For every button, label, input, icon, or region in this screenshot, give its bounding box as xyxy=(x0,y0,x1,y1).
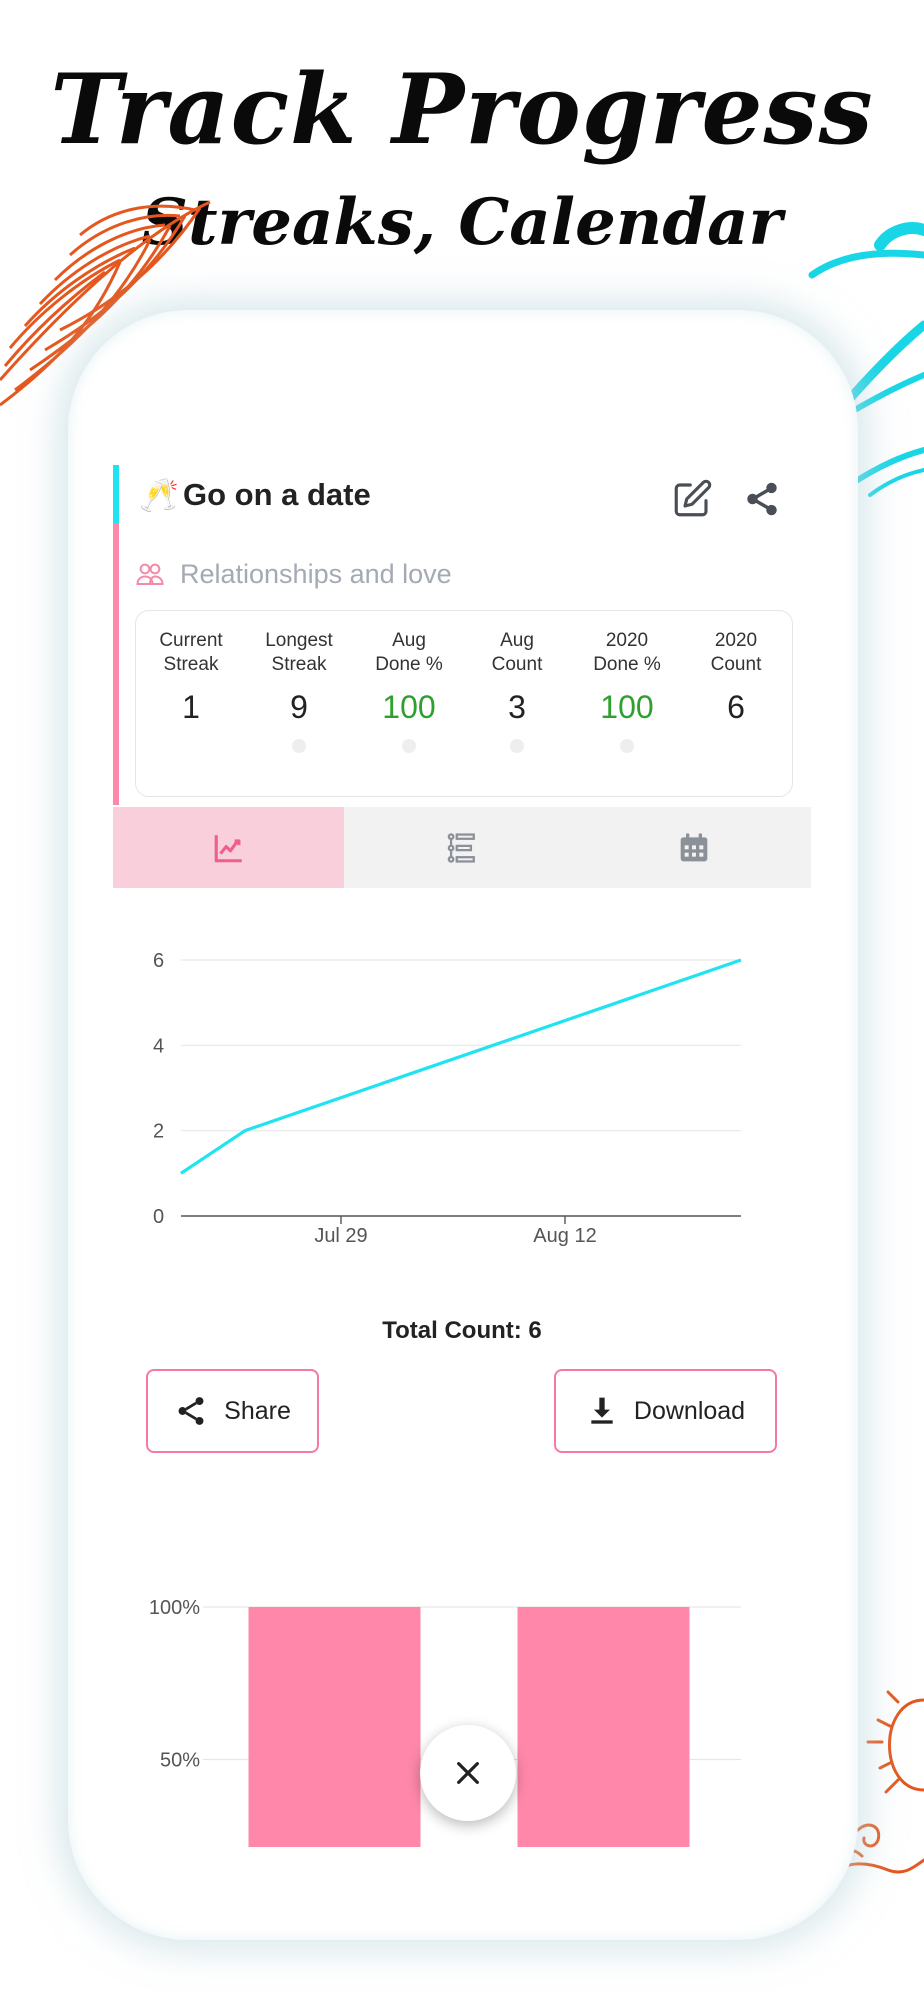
stat-value: 100 xyxy=(382,689,436,725)
share-icon xyxy=(178,1397,204,1425)
stat-label-line2: Done % xyxy=(375,654,443,675)
stat-year-count: 2020 Count 6 xyxy=(681,629,791,727)
trophy-icon xyxy=(402,739,416,753)
close-icon xyxy=(457,1762,479,1784)
y-tick-label: 50% xyxy=(160,1750,200,1772)
stat-longest-streak: Longest Streak 9 xyxy=(244,629,354,753)
stat-label-line2: Streak xyxy=(271,654,327,675)
download-button[interactable]: Download xyxy=(554,1369,777,1453)
promo-subtitle: Streaks, Calendar xyxy=(141,185,783,260)
series-line xyxy=(180,958,742,1175)
tab-timeline[interactable] xyxy=(344,807,577,888)
stat-label-line1: Longest xyxy=(265,630,333,651)
category-accent-bar xyxy=(113,523,119,805)
stat-label-line1: Aug xyxy=(500,630,534,651)
people-icon xyxy=(136,563,164,585)
stat-value: 3 xyxy=(508,689,526,725)
bar xyxy=(248,1607,421,1847)
habit-title: Go on a date xyxy=(183,477,371,512)
view-tabs xyxy=(113,807,811,888)
y-tick-label: 4 xyxy=(153,1035,164,1057)
y-tick-label: 100% xyxy=(149,1597,200,1619)
habit-header: 🥂 Go on a date Relationships and love xyxy=(113,455,811,589)
habit-detail-screen[interactable]: 🥂 Go on a date Relationships and love Cu… xyxy=(113,455,811,1847)
done-percent-chart: 100% 50% xyxy=(149,1597,741,1847)
tab-calendar[interactable] xyxy=(577,807,811,888)
share-icon-button[interactable] xyxy=(738,475,786,523)
close-fab[interactable] xyxy=(420,1725,516,1821)
share-button-label: Share xyxy=(224,1396,291,1425)
cup-icon xyxy=(620,739,634,753)
share-button[interactable]: Share xyxy=(146,1369,319,1453)
total-count-label: Total Count: 6 xyxy=(382,1317,542,1344)
promo-headline: Track Progress Streaks, Calendar xyxy=(0,50,924,268)
habit-accent-bar xyxy=(113,465,119,523)
stat-value: 9 xyxy=(290,689,308,725)
edit-button[interactable] xyxy=(668,475,716,523)
stat-label-line1: Current xyxy=(159,630,223,651)
timeline-list-icon xyxy=(447,832,475,863)
bar xyxy=(517,1607,690,1847)
stats-card: Current Streak 1 Longest Streak 9 Aug Do… xyxy=(135,610,793,797)
x-tick-label: Jul 29 xyxy=(314,1225,367,1247)
download-icon xyxy=(591,1397,613,1424)
calendar-icon xyxy=(680,832,708,861)
stat-label-line1: 2020 xyxy=(714,630,758,651)
stat-current-streak: Current Streak 1 xyxy=(136,629,246,727)
feather-illustration xyxy=(0,200,211,407)
stat-month-done: Aug Done % 100 xyxy=(354,629,464,753)
category-label: Relationships and love xyxy=(180,559,452,589)
stat-label-line2: Streak xyxy=(163,654,219,675)
stat-value: 6 xyxy=(727,689,745,725)
promo-title: Track Progress xyxy=(50,53,874,166)
tab-chart[interactable] xyxy=(113,807,344,888)
stat-label-line2: Done % xyxy=(593,654,661,675)
stat-label-line1: 2020 xyxy=(605,630,649,651)
y-tick-label: 6 xyxy=(153,950,164,972)
x-tick-label: Aug 12 xyxy=(533,1225,596,1247)
share-nodes-icon xyxy=(747,482,777,516)
habit-emoji: 🥂 xyxy=(139,477,179,513)
download-button-label: Download xyxy=(633,1396,746,1425)
stat-label-line2: Count xyxy=(710,654,762,675)
stat-label-line1: Aug xyxy=(392,630,426,651)
cumulative-count-chart: 0 2 4 6 Jul 29 Aug 12 xyxy=(153,950,742,1247)
stat-value: 100 xyxy=(600,689,654,725)
stat-month-count: Aug Count 3 xyxy=(462,629,572,753)
pencil-square-icon xyxy=(674,479,712,517)
stat-year-done: 2020 Done % 100 xyxy=(572,629,682,753)
cloud-icon xyxy=(510,739,524,753)
y-tick-label: 0 xyxy=(153,1206,164,1228)
line-chart-icon xyxy=(214,834,242,862)
y-tick-label: 2 xyxy=(153,1121,164,1143)
bulb-icon xyxy=(292,739,306,753)
stat-label-line2: Count xyxy=(491,654,543,675)
stat-value: 1 xyxy=(182,689,200,725)
